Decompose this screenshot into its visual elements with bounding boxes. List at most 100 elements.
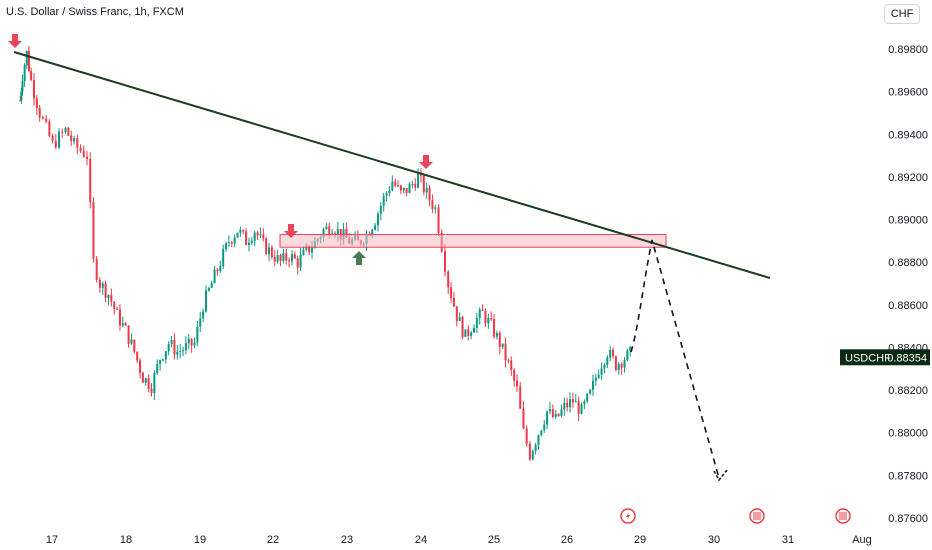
candle-body — [431, 200, 434, 209]
candle-body — [27, 50, 30, 72]
time-tick-label: 25 — [488, 534, 500, 546]
candle-body — [617, 363, 620, 371]
candle-body — [130, 339, 133, 344]
time-tick-label: 18 — [120, 534, 132, 546]
candle-body — [405, 187, 408, 193]
price-tick-label: 0.88600 — [888, 300, 928, 312]
candle-body — [458, 317, 461, 321]
trendline[interactable] — [13, 51, 771, 279]
candle-body — [325, 226, 328, 230]
candle-body — [425, 187, 428, 193]
candle-body — [92, 201, 95, 259]
price-tick-label: 0.88400 — [888, 342, 928, 354]
candle-body — [417, 173, 420, 188]
us-flag-event-icon[interactable] — [749, 508, 765, 524]
candle-body — [507, 360, 510, 362]
candle-body — [290, 254, 293, 262]
candle-body — [603, 364, 606, 369]
candle-body — [475, 318, 478, 328]
candle-body — [82, 150, 85, 157]
currency-selector[interactable]: CHF — [884, 4, 920, 24]
candle-body — [531, 450, 534, 460]
candle-body — [376, 213, 379, 226]
candle-body — [569, 399, 572, 408]
candle-body — [95, 258, 98, 280]
price-tick-label: 0.88200 — [888, 385, 928, 397]
candle-body — [566, 402, 569, 408]
candle-body — [253, 232, 256, 241]
candle-body — [478, 309, 481, 319]
time-axis: 17 18 19 22 23 24 25 26 29 30 31 Aug — [46, 534, 872, 546]
candle-body — [239, 230, 242, 233]
last-price-value: 0.88354 — [887, 352, 927, 364]
candle-body — [184, 343, 187, 351]
candle-body — [490, 318, 493, 320]
candle-body — [265, 238, 268, 255]
candle-body — [571, 399, 574, 403]
candle-body — [419, 173, 422, 176]
candle-body — [293, 254, 296, 259]
candle-body — [79, 147, 82, 151]
price-tick-label: 0.89800 — [888, 44, 928, 56]
candle-body — [242, 230, 245, 232]
candle-body — [23, 65, 26, 81]
price-tick-label: 0.88000 — [888, 428, 928, 440]
candle-body — [227, 242, 230, 244]
candle-body — [525, 428, 528, 444]
up-arrow-marker — [352, 251, 366, 265]
candle-body — [35, 98, 38, 108]
time-tick-label: 29 — [634, 534, 646, 546]
candle-body — [144, 378, 147, 383]
candle-body — [150, 388, 153, 394]
candle-body — [612, 349, 615, 357]
candle-body — [230, 242, 233, 244]
candle-body — [504, 343, 507, 361]
lightning-event-icon[interactable] — [620, 508, 636, 524]
candle-body — [434, 207, 437, 209]
candle-body — [574, 401, 577, 403]
candle-body — [551, 409, 554, 418]
candle-body — [296, 258, 299, 268]
candle-body — [268, 247, 271, 255]
us-flag-event-icon[interactable] — [835, 508, 851, 524]
time-tick-label: 24 — [415, 534, 427, 546]
candle-body — [336, 229, 339, 235]
candle-body — [620, 363, 623, 368]
candle-body — [179, 350, 182, 352]
candle-body — [173, 339, 176, 355]
candle-body — [583, 401, 586, 405]
candle-body — [554, 413, 557, 418]
candle-body — [202, 311, 205, 319]
candle-body — [38, 107, 41, 118]
candle-body — [236, 232, 239, 238]
candle-body — [276, 255, 279, 262]
candle-body — [600, 368, 603, 375]
candle-body — [247, 242, 250, 245]
candle-body — [311, 248, 314, 253]
candle-body — [495, 333, 498, 337]
candle-body — [546, 411, 549, 425]
price-tick-label: 0.87600 — [888, 513, 928, 525]
time-tick-label: Aug — [852, 534, 872, 546]
candle-body — [64, 127, 67, 133]
candle-body — [452, 298, 455, 307]
candle-body — [121, 323, 124, 326]
candle-body — [107, 295, 110, 298]
candle-body — [467, 329, 470, 336]
time-tick-label: 31 — [782, 534, 794, 546]
candle-body — [302, 249, 305, 255]
candle-body — [225, 243, 228, 249]
candle-body — [447, 271, 450, 288]
candle-body — [113, 301, 116, 309]
resistance-zone[interactable] — [279, 233, 667, 248]
candle-body — [422, 175, 425, 193]
candle-body — [443, 251, 446, 272]
candle-body — [308, 245, 311, 253]
candle-body — [116, 308, 119, 310]
candle-body — [288, 260, 291, 262]
candle-body — [136, 351, 139, 361]
candle-body — [563, 402, 566, 410]
candle-body — [345, 229, 348, 238]
projection-path[interactable] — [630, 239, 720, 479]
